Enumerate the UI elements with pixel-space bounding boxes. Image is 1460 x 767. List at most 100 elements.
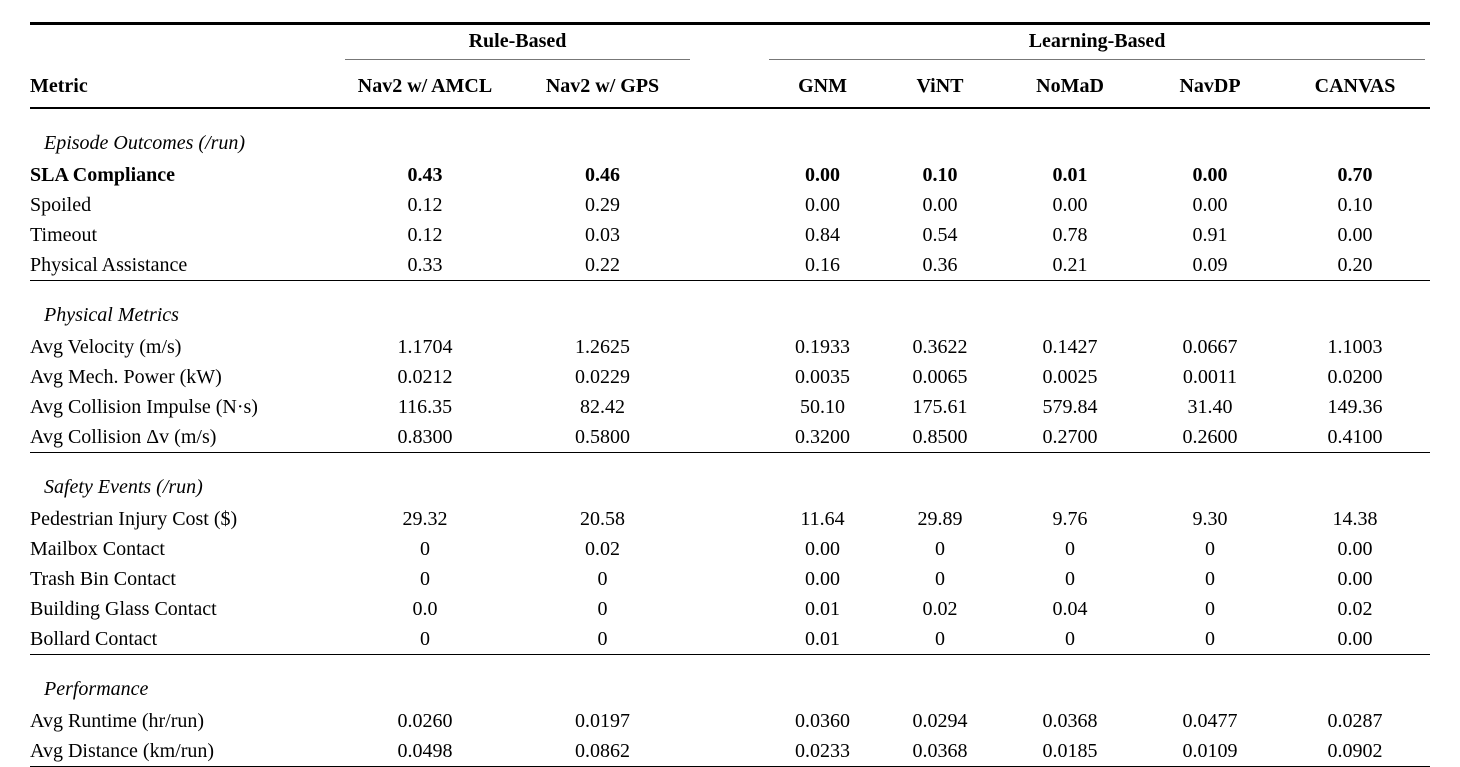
value-cell: 0.1427 <box>1042 335 1098 358</box>
value-cell: 11.64 <box>800 507 845 530</box>
value-cell: 0.0862 <box>575 739 630 762</box>
value-cell: 0.00 <box>805 163 841 186</box>
metric-label: SLA Compliance <box>30 163 176 186</box>
value-cell: 0 <box>597 597 608 620</box>
value-cell: 0 <box>935 537 946 560</box>
value-cell: 0 <box>1205 627 1216 650</box>
value-cell: 0 <box>1065 537 1076 560</box>
value-cell: 0.46 <box>585 163 620 186</box>
value-cell: 0.00 <box>1192 193 1228 216</box>
value-cell: 0.0212 <box>397 365 453 388</box>
value-cell: 0.04 <box>1052 597 1088 620</box>
value-cell: 0.02 <box>1337 597 1373 620</box>
value-cell: 0.01 <box>805 597 841 620</box>
value-cell: 0.00 <box>805 567 841 590</box>
metric-label: Trash Bin Contact <box>30 567 176 590</box>
table-row: Pedestrian Injury Cost ($) 29.32 20.58 11.6… <box>30 504 1430 534</box>
value-cell: 0 <box>935 627 946 650</box>
group-label-learning-based: Learning-Based <box>769 30 1426 60</box>
metric-label: Avg Velocity (m/s) <box>30 335 182 358</box>
value-cell: 579.84 <box>1042 395 1098 418</box>
metric-label: Mailbox Contact <box>30 537 165 560</box>
value-cell: 0.22 <box>585 253 620 276</box>
metric-label: Physical Assistance <box>30 253 188 276</box>
value-cell: 0.5800 <box>575 425 630 448</box>
group-gap-cell <box>695 220 765 250</box>
value-cell: 31.40 <box>1187 395 1233 418</box>
value-cell: 0 <box>1065 567 1076 590</box>
value-cell: 0 <box>597 567 608 590</box>
value-cell: 0 <box>597 627 608 650</box>
table-row: Avg Collision Δv (m/s) 0.8300 0.5800 0.3200… <box>30 422 1430 453</box>
table-row: SLA Compliance 0.43 0.46 0.00 0.10 0.01 0.00 0.… <box>30 160 1430 190</box>
group-gap-cell <box>695 564 765 594</box>
group-gap-cell <box>695 706 765 736</box>
group-gap-cell <box>695 332 765 362</box>
metric-label: Spoiled <box>30 193 92 216</box>
table-row: Avg Collision Impulse (N·s) 116.35 82.42 50… <box>30 392 1430 422</box>
value-cell: 0.0368 <box>1042 709 1098 732</box>
section-header-cell: Physical Metrics <box>30 280 1431 332</box>
value-cell: 0.00 <box>1337 537 1373 560</box>
column-header-row: Metric Nav2 w/ AMCL Nav2 w/ GPS GNM ViNT… <box>30 65 1431 109</box>
metric-label: Timeout <box>30 223 98 246</box>
value-cell: 0 <box>420 627 430 650</box>
value-cell: 0.0287 <box>1327 709 1383 732</box>
value-cell: 1.2625 <box>575 335 630 358</box>
value-cell: 0.0294 <box>912 709 968 732</box>
value-cell: 0.2600 <box>1182 425 1238 448</box>
value-cell: 20.58 <box>580 507 625 530</box>
value-cell: 0 <box>420 567 430 590</box>
value-cell: 82.42 <box>580 395 625 418</box>
metric-label: Avg Distance (km/run) <box>30 739 215 762</box>
value-cell: 0.0025 <box>1042 365 1098 388</box>
section-title: Safety Events (/run) <box>44 476 203 498</box>
value-cell: 0.20 <box>1337 253 1373 276</box>
value-cell: 0.78 <box>1052 223 1088 246</box>
group-gap-cell <box>695 250 765 281</box>
value-cell: 0.02 <box>585 537 620 560</box>
table-row: Mailbox Contact 0 0.02 0.00 0 0 0 0.00 <box>30 534 1430 564</box>
value-cell: 0.03 <box>585 223 620 246</box>
value-cell: 0.00 <box>1192 163 1228 186</box>
value-cell: 0 <box>1065 627 1076 650</box>
value-cell: 14.38 <box>1332 507 1378 530</box>
value-cell: 0.36 <box>922 253 958 276</box>
group-gap-cell <box>695 392 765 422</box>
value-cell: 0.0185 <box>1042 739 1098 762</box>
column-header-navdp: NavDP <box>1140 65 1281 109</box>
value-cell: 9.76 <box>1052 507 1088 530</box>
metric-label: Avg Runtime (hr/run) <box>30 709 205 732</box>
value-cell: 0 <box>1205 537 1216 560</box>
table-row: Timeout 0.12 0.03 0.84 0.54 0.78 0.91 0.00 <box>30 220 1430 250</box>
column-header-vint: ViNT <box>880 65 1001 109</box>
value-cell: 0.84 <box>805 223 841 246</box>
value-cell: 0.3622 <box>912 335 968 358</box>
column-header-nomad: NoMaD <box>1000 65 1141 109</box>
group-gap-cell <box>695 534 765 564</box>
section-header-row: Safety Events (/run) <box>30 452 1431 504</box>
metric-label: Avg Collision Δv (m/s) <box>30 425 217 448</box>
group-gap-cell <box>695 624 765 655</box>
group-header-learning-based: Learning-Based <box>695 24 1430 66</box>
table-row: Avg Runtime (hr/run) 0.0260 0.0197 0.0360 0.… <box>30 706 1430 736</box>
value-cell: 0.0368 <box>912 739 968 762</box>
table-row: Avg Velocity (m/s) 1.1704 1.2625 0.1933 0.36… <box>30 332 1430 362</box>
value-cell: 116.35 <box>397 395 453 418</box>
table-row: Avg Distance (km/run) 0.0498 0.0862 0.0233 0… <box>30 736 1430 767</box>
value-cell: 0.33 <box>407 253 443 276</box>
value-cell: 1.1003 <box>1327 335 1383 358</box>
value-cell: 0 <box>1205 567 1216 590</box>
group-gap-cell <box>695 362 765 392</box>
value-cell: 0.16 <box>805 253 841 276</box>
column-header-nav2-amcl: Nav2 w/ AMCL <box>340 65 510 109</box>
value-cell: 0.10 <box>922 163 958 186</box>
value-cell: 0.12 <box>407 223 443 246</box>
group-gap-cell <box>695 504 765 534</box>
value-cell: 0.00 <box>1052 193 1088 216</box>
value-cell: 50.10 <box>800 395 846 418</box>
value-cell: 0.0902 <box>1327 739 1383 762</box>
value-cell: 0.8500 <box>912 425 968 448</box>
value-cell: 0.29 <box>585 193 620 216</box>
value-cell: 0.0477 <box>1182 709 1238 732</box>
